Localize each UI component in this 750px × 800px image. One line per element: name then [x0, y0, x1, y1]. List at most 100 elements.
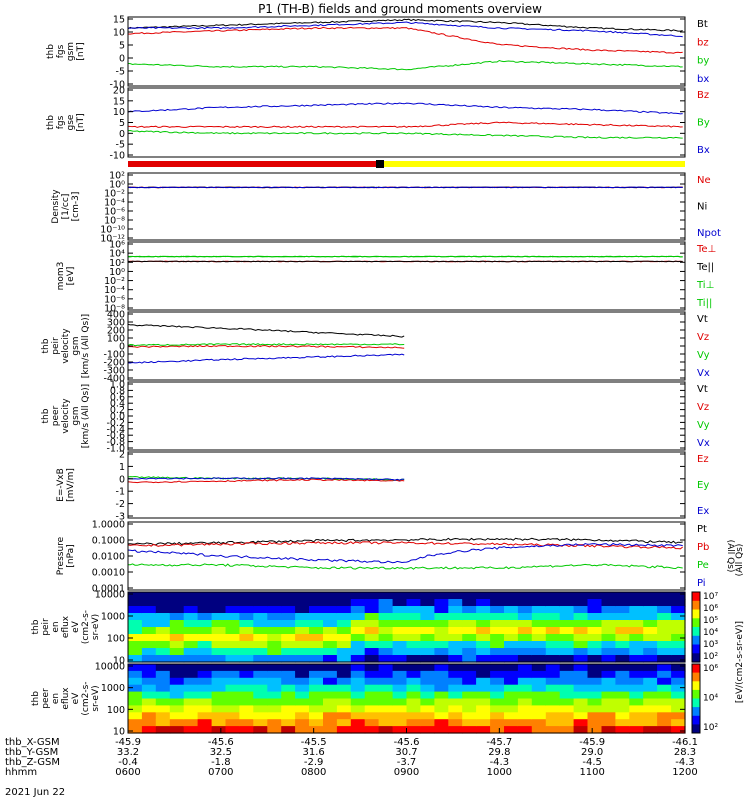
- spectrogram-cell: [169, 684, 185, 693]
- spectrogram-cell: [504, 664, 519, 672]
- spectrogram-cell: [392, 592, 408, 600]
- series-line-efield-2: [127, 477, 405, 481]
- spectrogram-cell: [128, 599, 143, 607]
- spectrogram-cell: [253, 670, 268, 679]
- spectrogram-cell: [350, 606, 366, 614]
- legend-entry: Ni: [697, 202, 707, 213]
- spectrogram-cell: [350, 634, 366, 642]
- spectrogram-cell: [239, 677, 254, 686]
- spectrogram-cell: [267, 691, 282, 700]
- colorbar-frame: [691, 663, 701, 734]
- spectrogram-cell: [601, 592, 616, 600]
- spectrogram-cell: [183, 627, 199, 635]
- spectrogram-cell: [629, 613, 644, 621]
- spectrogram-cell: [155, 627, 171, 635]
- spectrogram-cell: [657, 613, 672, 621]
- x-axis-value: 0700: [208, 767, 233, 778]
- y-tick-label: -0.2: [106, 418, 125, 429]
- spectrogram-cell: [490, 719, 505, 727]
- spectrogram-cell: [267, 606, 282, 614]
- legend-entry: By: [697, 118, 710, 129]
- spectrogram-cell: [420, 664, 435, 672]
- spectrogram-cell: [239, 620, 254, 628]
- spectrogram-cell: [462, 670, 477, 679]
- spectrogram-cell: [587, 655, 602, 663]
- colorbar-swatch: [692, 689, 700, 699]
- spectrogram-cell: [504, 599, 519, 607]
- spectrogram-cell: [462, 677, 477, 686]
- x-axis-value: -1.8: [211, 757, 231, 768]
- spectrogram-cell: [392, 719, 408, 727]
- x-axis-row-label: thb_X-GSM: [5, 737, 60, 748]
- spectrogram-cell: [490, 627, 505, 635]
- spectrogram-cell: [504, 620, 519, 628]
- spectrogram-cell: [197, 677, 213, 686]
- spectrogram-cell: [267, 655, 282, 663]
- spectrogram-cell: [211, 664, 227, 672]
- spectrogram-cell: [183, 677, 199, 686]
- spectrogram-cell: [392, 599, 408, 607]
- spectrogram-cell: [392, 712, 408, 720]
- spectrogram-cell: [336, 712, 352, 720]
- spectrogram-cell: [531, 627, 547, 635]
- spectrogram-cell: [504, 691, 519, 700]
- spectrogram-cell: [392, 620, 408, 628]
- y-axis-label: Density: [51, 189, 61, 224]
- spectrogram-cell: [239, 648, 254, 656]
- y-axis-label: thb: [41, 408, 51, 423]
- spectrogram-cell: [615, 606, 630, 614]
- spectrogram-cell: [253, 620, 268, 628]
- y-axis-label: gse: [66, 114, 76, 130]
- y-axis-label: [km/s (All Qs)]: [81, 314, 91, 378]
- spectrogram-cell: [531, 620, 547, 628]
- spectrogram-cell: [490, 726, 505, 734]
- spectrogram-cell: [169, 648, 185, 656]
- spectrogram-cell: [559, 606, 575, 614]
- colorbar: 10⁷ 10⁶ 10⁵ 10⁴ 10³ 10² 10⁶ 10⁴ 10² [eV/(cm2-s-sr…: [691, 544, 745, 734]
- spectrogram-cell: [517, 719, 533, 727]
- spectrogram-cell: [309, 655, 324, 663]
- spectrogram-cell: [643, 655, 658, 663]
- spectrogram-cell: [364, 670, 380, 679]
- spectrogram-cell: [448, 712, 463, 720]
- spectrogram-cell: [267, 712, 282, 720]
- spectrogram-cell: [587, 698, 602, 706]
- x-axis-value: -2.9: [304, 757, 324, 768]
- spectrogram-cell: [323, 664, 338, 672]
- y-axis-label: (cm2-s-: [81, 610, 91, 644]
- spectrogram-cell: [364, 648, 380, 656]
- spectrogram-cell: [364, 606, 380, 614]
- y-tick-label: 10: [113, 656, 125, 667]
- spectrogram-cell: [141, 677, 157, 686]
- series-line-peir_velocity-2: [127, 343, 405, 347]
- spectrogram-cell: [350, 677, 366, 686]
- spectrogram-cell: [239, 670, 254, 679]
- spectrogram-cell: [183, 684, 199, 693]
- spectrogram-cell: [364, 634, 380, 642]
- spectrogram-cell: [225, 670, 240, 679]
- y-axis-label: velocity: [61, 328, 71, 364]
- series-line-fgs_gsm-1: [127, 26, 683, 54]
- spectrogram-cell: [615, 670, 630, 679]
- spectrogram-cell: [155, 606, 171, 614]
- legend-entry: bz: [697, 37, 709, 48]
- spectrogram-cell: [476, 627, 491, 635]
- spectrogram-cell: [406, 691, 421, 700]
- spectrogram-cell: [239, 641, 254, 649]
- spectrogram-cell: [336, 677, 352, 686]
- spectrogram-cell: [559, 599, 575, 607]
- spectrogram-cell: [169, 705, 185, 713]
- spectrogram-cell: [587, 726, 602, 734]
- colorbar-peir_spec: 10⁷ 10⁶ 10⁵ 10⁴ 10³ 10²: [691, 591, 718, 663]
- y-tick-label: -2: [116, 499, 125, 510]
- spectrogram-cell: [462, 613, 477, 621]
- y-tick-label: -5: [116, 140, 125, 151]
- spectrogram-cell: [406, 712, 421, 720]
- spectrogram-cell: [392, 634, 408, 642]
- spectrogram-cell: [309, 664, 324, 672]
- spectrogram-cell: [601, 670, 616, 679]
- spectrogram-cell: [169, 677, 185, 686]
- spectrogram-cell: [378, 634, 394, 642]
- y-axis-label: [nT]: [76, 42, 86, 60]
- spectrogram-cell: [253, 592, 268, 600]
